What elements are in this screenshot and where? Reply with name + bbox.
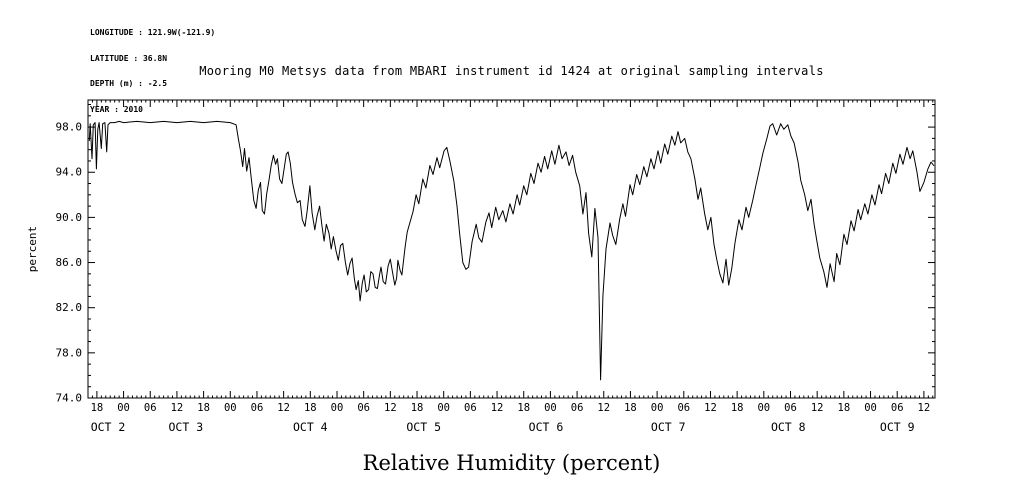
x-date-label: OCT 4	[293, 420, 328, 434]
x-hour-tick-label: 12	[704, 402, 717, 414]
x-date-label: OCT 5	[406, 420, 441, 434]
x-hour-tick-label: 18	[624, 402, 637, 414]
y-tick-label: 78.0	[56, 346, 83, 359]
x-hour-tick-label: 18	[731, 402, 744, 414]
y-tick-label: 90.0	[56, 211, 83, 224]
x-hour-tick-label: 00	[117, 402, 130, 414]
x-hour-tick-label: 00	[437, 402, 450, 414]
plot-title: Mooring M0 Metsys data from MBARI instru…	[199, 64, 824, 78]
x-hour-tick-label: 00	[224, 402, 237, 414]
x-hour-tick-label: 12	[597, 402, 610, 414]
y-tick-label: 86.0	[56, 256, 83, 269]
metadata-line-longitude: LONGITUDE : 121.9W(-121.9)	[90, 28, 216, 37]
x-hour-tick-label: 06	[891, 402, 904, 414]
x-hour-tick-label: 00	[544, 402, 557, 414]
x-hour-tick-label: 00	[864, 402, 877, 414]
x-hour-tick-label: 18	[304, 402, 317, 414]
x-date-label: OCT 9	[880, 420, 915, 434]
x-hour-tick-label: 12	[384, 402, 397, 414]
x-hour-tick-label: 06	[144, 402, 157, 414]
x-hour-tick-label: 12	[811, 402, 824, 414]
humidity-series-line	[88, 120, 935, 381]
x-date-label: OCT 8	[771, 420, 806, 434]
x-date-label: OCT 2	[91, 420, 126, 434]
x-hour-tick-label: 18	[517, 402, 530, 414]
x-hour-tick-label: 06	[571, 402, 584, 414]
y-tick-label: 82.0	[56, 301, 83, 314]
x-date-label: OCT 6	[529, 420, 564, 434]
y-tick-label: 74.0	[56, 392, 83, 405]
x-hour-tick-label: 00	[757, 402, 770, 414]
y-tick-label: 98.0	[56, 121, 83, 134]
x-hour-tick-label: 12	[918, 402, 931, 414]
x-hour-tick-label: 06	[784, 402, 797, 414]
x-hour-tick-label: 18	[838, 402, 851, 414]
x-hour-tick-label: 06	[357, 402, 370, 414]
metadata-block: LONGITUDE : 121.9W(-121.9) LATITUDE : 36…	[90, 12, 215, 131]
metadata-line-latitude: LATITUDE : 36.8N	[90, 53, 168, 63]
x-hour-tick-label: 06	[251, 402, 264, 414]
plot-frame	[87, 99, 936, 399]
y-tick-label: 94.0	[56, 166, 83, 179]
x-hour-tick-label: 18	[197, 402, 210, 414]
x-hour-tick-label: 18	[411, 402, 424, 414]
x-hour-tick-label: 12	[171, 402, 184, 414]
x-hour-tick-label: 00	[651, 402, 664, 414]
x-hour-tick-label: 00	[331, 402, 344, 414]
x-hour-tick-label: 06	[677, 402, 690, 414]
x-hour-tick-label: 12	[277, 402, 290, 414]
x-date-label: OCT 7	[651, 420, 686, 434]
x-hour-tick-label: 06	[464, 402, 477, 414]
metadata-line-year: YEAR : 2010	[90, 104, 143, 114]
metadata-line-depth: DEPTH (m) : -2.5	[90, 79, 168, 88]
x-date-label: OCT 3	[169, 420, 204, 434]
x-axis-title: Relative Humidity (percent)	[362, 451, 661, 475]
x-hour-tick-label: 12	[491, 402, 504, 414]
x-hour-tick-label: 18	[91, 402, 104, 414]
